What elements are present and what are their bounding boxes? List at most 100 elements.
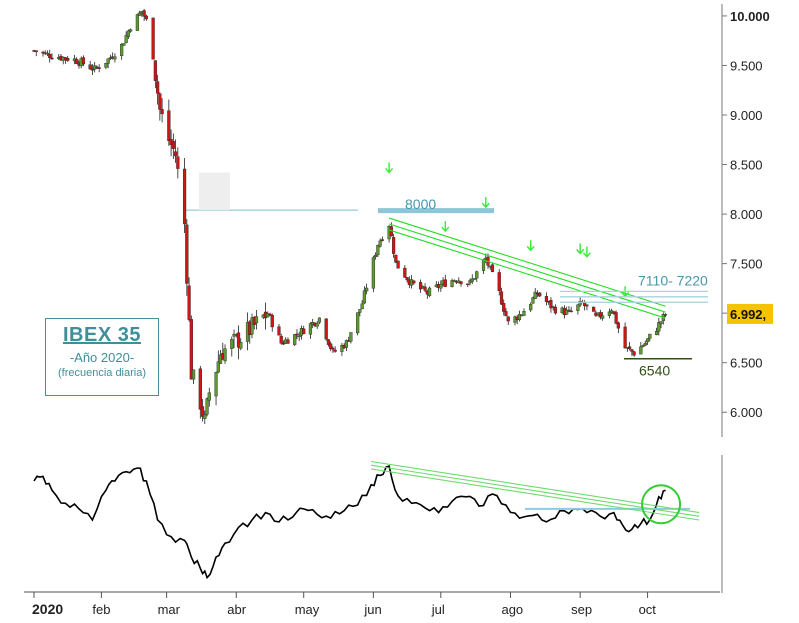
candle-body <box>418 282 423 290</box>
candle-body <box>504 311 508 317</box>
candle-body <box>97 67 101 69</box>
candle-body <box>324 318 328 340</box>
candle-body <box>144 15 148 20</box>
candle-body <box>156 81 160 94</box>
candle-body <box>138 12 142 16</box>
candle-body <box>344 340 349 348</box>
candle-body <box>439 284 443 289</box>
candle-body <box>167 110 171 141</box>
candle-body <box>405 277 409 281</box>
candle-body <box>160 109 164 115</box>
candle-body <box>362 290 366 304</box>
candle-body <box>648 333 652 339</box>
arrow-marker <box>576 243 585 255</box>
x-tick-label: sep <box>571 602 592 617</box>
chart-subtitle: -Año 2020- <box>69 350 135 365</box>
candle-body <box>472 278 477 280</box>
candle-body <box>250 317 254 335</box>
candle-body <box>499 291 504 305</box>
candle-body <box>394 254 398 263</box>
candle-body <box>185 224 189 284</box>
candle-body <box>279 335 283 344</box>
candle-body <box>270 314 274 328</box>
arrow-marker <box>481 197 490 209</box>
candle-body <box>239 342 243 349</box>
candle-body <box>502 303 506 312</box>
candle-body <box>45 52 50 55</box>
candle-body <box>329 343 333 349</box>
candle-body <box>295 333 299 336</box>
candle-body <box>191 369 196 380</box>
indicator-trendline <box>371 464 700 517</box>
candle-body <box>331 347 335 350</box>
candle-body <box>122 43 126 46</box>
candle-body <box>475 271 479 279</box>
candle-body <box>607 311 611 316</box>
x-tick-label: 2020 <box>32 601 63 617</box>
candle-body <box>490 264 495 273</box>
candle-body <box>317 317 322 323</box>
candle-body <box>412 280 416 284</box>
last-price-tag <box>727 303 773 324</box>
indicator-line <box>33 465 666 580</box>
candle-body <box>427 287 432 296</box>
gap-box <box>199 172 230 211</box>
indicator-trendline <box>371 468 700 521</box>
candle-body <box>641 345 645 347</box>
candle-body <box>153 60 157 81</box>
candle-body <box>326 339 331 345</box>
annotation-range: 7110- 7220 <box>638 272 708 288</box>
candle-body <box>297 335 301 338</box>
y-tick-label: 6.500 <box>730 356 763 371</box>
candle-body <box>576 304 580 312</box>
candle-body <box>459 281 463 285</box>
candle-body <box>506 316 510 322</box>
candle-body <box>34 50 38 53</box>
candle-body <box>205 398 209 415</box>
candle-body <box>643 342 647 346</box>
candle-body <box>632 351 636 356</box>
candle-body <box>113 56 117 60</box>
candle-body <box>158 93 162 110</box>
candle-body <box>81 57 86 65</box>
price-trendline <box>388 229 666 319</box>
chart-note: (frecuencia diaria) <box>57 367 147 379</box>
candle-body <box>654 330 659 335</box>
candle-body <box>207 392 211 401</box>
candle-body <box>553 306 558 314</box>
candle-body <box>578 300 582 306</box>
candle-body <box>517 314 522 320</box>
y-tick-label: 8.500 <box>730 158 763 173</box>
x-axis: 2020 feb mar abr may jun jul ago sep oct <box>24 591 720 617</box>
candle-body <box>601 315 605 319</box>
candle-body <box>340 344 344 352</box>
candle-body <box>374 254 378 257</box>
candle-body <box>151 17 155 60</box>
candle-body <box>497 272 501 292</box>
candle-body <box>423 286 427 291</box>
candle-body <box>203 414 207 419</box>
arrow-marker <box>441 221 450 233</box>
x-tick-label: jun <box>363 602 381 617</box>
resistance-bar-8000 <box>378 208 494 214</box>
candle-body <box>380 239 384 241</box>
candle-body <box>216 361 220 373</box>
annotation-6540: 6540 <box>639 363 670 379</box>
candle-body <box>356 312 360 334</box>
candle-body <box>135 14 139 31</box>
x-tick-label: ago <box>501 602 523 617</box>
candle-body <box>522 311 526 316</box>
candle-body <box>371 257 375 289</box>
candle-body <box>481 260 486 271</box>
x-tick-label: oct <box>639 602 657 617</box>
candle-body <box>104 63 108 68</box>
candle-body <box>302 328 306 335</box>
arrow-marker <box>385 162 394 174</box>
candle-body <box>286 339 290 344</box>
last-price-label: 6.992, <box>730 307 766 322</box>
candle-body <box>565 309 569 315</box>
candle-body <box>198 368 202 410</box>
candle-body <box>176 156 180 169</box>
y-tick-label: 9.000 <box>730 108 763 123</box>
